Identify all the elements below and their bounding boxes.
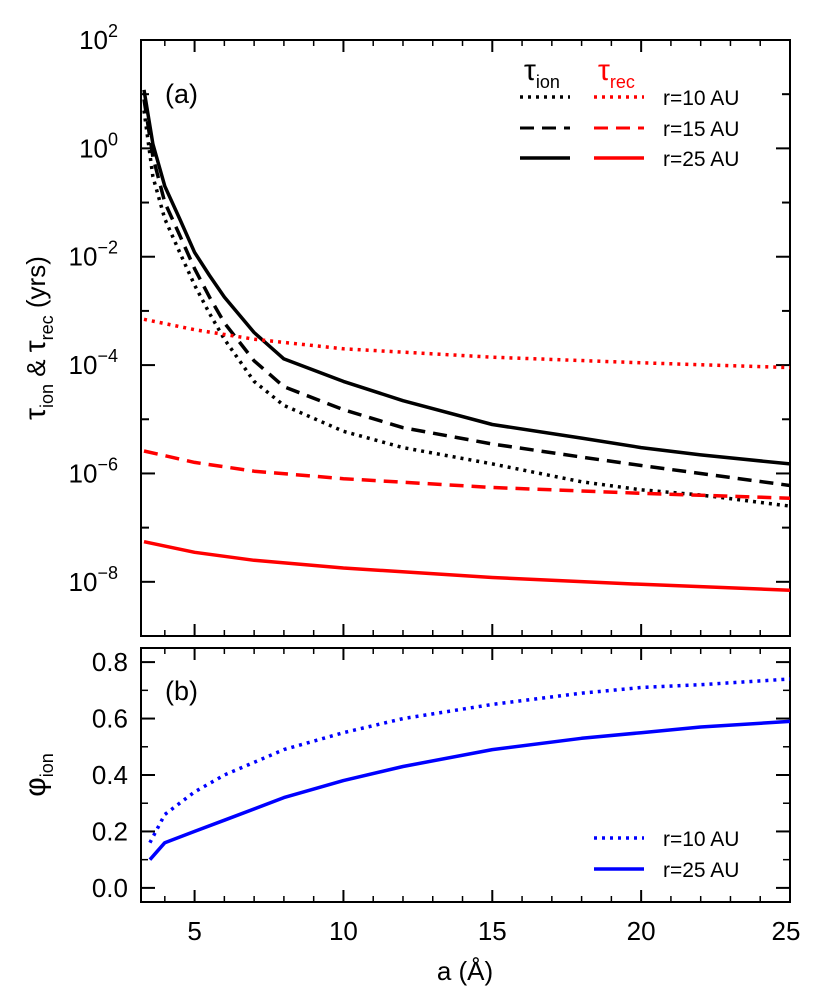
a-y-tick-label: 10−4 bbox=[69, 346, 118, 380]
panel-b-ticks bbox=[141, 648, 791, 902]
series-phi-ion-25au bbox=[148, 719, 791, 861]
panel-b-y-tick-labels: 0.0 0.2 0.4 0.6 0.8 bbox=[92, 647, 128, 903]
panel-a-legend: τion τrec r=10 AU r=15 AU r=25 AU bbox=[520, 54, 739, 171]
panel-a-frame bbox=[140, 39, 791, 637]
series-tau-ion-10au bbox=[142, 110, 790, 508]
b-y-tick-label: 0.4 bbox=[92, 760, 128, 790]
panel-a: 10−8 10−6 10−4 10−2 100 102 (a) τion τrec r=1… bbox=[19, 21, 791, 637]
a-y-tick-label: 10−2 bbox=[69, 238, 118, 272]
series-phi-ion-10au bbox=[148, 677, 791, 844]
legend-b-label-r10: r=10 AU bbox=[663, 828, 739, 851]
legend-header-tau-rec: τrec bbox=[598, 54, 635, 92]
a-y-tick-label: 100 bbox=[79, 129, 118, 163]
panel-b-series bbox=[148, 677, 791, 861]
series-tau-ion-15au bbox=[142, 99, 790, 488]
legend-a-label-r10: r=10 AU bbox=[663, 87, 739, 110]
x-tick-label: 5 bbox=[187, 916, 201, 946]
series-tau-ion-25au bbox=[142, 89, 790, 466]
series-tau-rec-25au bbox=[143, 539, 790, 592]
series-tau-rec-15au bbox=[143, 449, 790, 500]
panel-b-y-axis-label: φion bbox=[19, 753, 57, 796]
b-y-tick-label: 0.6 bbox=[92, 704, 128, 734]
legend-a-label-r25: r=25 AU bbox=[663, 148, 739, 171]
b-y-tick-label: 0.8 bbox=[92, 647, 128, 677]
panel-b-legend: r=10 AU r=25 AU bbox=[594, 828, 739, 882]
panel-b-label: (b) bbox=[165, 676, 198, 706]
panel-a-y-axis-label: τion & τrec (yrs) bbox=[19, 256, 57, 420]
legend-a-label-r15: r=15 AU bbox=[663, 118, 739, 141]
panel-a-ticks bbox=[141, 39, 791, 637]
panel-b: 0.0 0.2 0.4 0.6 0.8 5 10 15 20 25 (b) r=10 AU r=… bbox=[19, 647, 800, 986]
a-y-tick-label: 10−8 bbox=[69, 563, 118, 597]
legend-header-tau-ion: τion bbox=[524, 54, 560, 92]
x-tick-label: 20 bbox=[627, 916, 656, 946]
a-y-tick-label: 10−6 bbox=[69, 454, 118, 488]
panel-a-y-tick-labels: 10−8 10−6 10−4 10−2 100 102 bbox=[69, 21, 118, 597]
series-tau-rec-10au bbox=[143, 317, 790, 370]
legend-b-label-r25: r=25 AU bbox=[663, 859, 739, 882]
x-tick-label: 25 bbox=[772, 916, 801, 946]
b-y-tick-label: 0.2 bbox=[92, 816, 128, 846]
x-axis-label: a (Å) bbox=[437, 956, 493, 986]
x-tick-label: 15 bbox=[478, 916, 507, 946]
panel-a-series bbox=[142, 89, 790, 592]
a-y-tick-label: 102 bbox=[79, 21, 118, 55]
x-tick-label: 10 bbox=[329, 916, 358, 946]
panel-b-x-tick-labels: 5 10 15 20 25 bbox=[187, 916, 800, 946]
panel-a-label: (a) bbox=[165, 79, 198, 109]
b-y-tick-label: 0.0 bbox=[92, 873, 128, 903]
